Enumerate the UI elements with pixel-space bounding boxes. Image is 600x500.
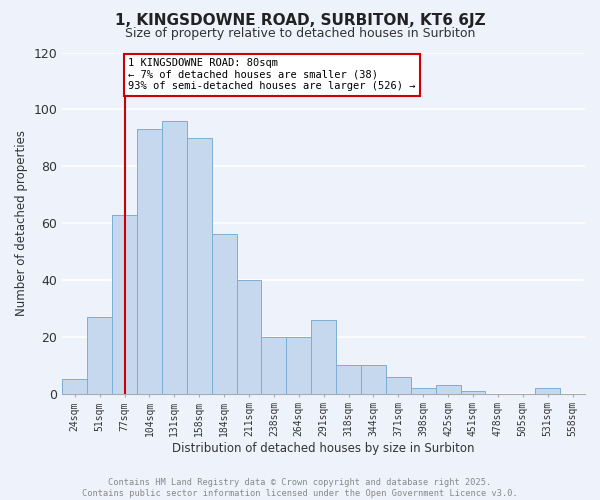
Bar	[162, 120, 187, 394]
Bar	[436, 385, 461, 394]
Bar	[187, 138, 212, 394]
X-axis label: Distribution of detached houses by size in Surbiton: Distribution of detached houses by size …	[172, 442, 475, 455]
Bar	[336, 365, 361, 394]
Bar	[262, 336, 286, 394]
Bar	[137, 129, 162, 394]
Bar	[112, 214, 137, 394]
Bar	[361, 365, 386, 394]
Bar	[62, 380, 87, 394]
Bar	[212, 234, 236, 394]
Text: Size of property relative to detached houses in Surbiton: Size of property relative to detached ho…	[125, 28, 475, 40]
Bar	[461, 390, 485, 394]
Bar	[87, 317, 112, 394]
Bar	[386, 376, 411, 394]
Bar	[311, 320, 336, 394]
Bar	[286, 336, 311, 394]
Bar	[236, 280, 262, 394]
Y-axis label: Number of detached properties: Number of detached properties	[15, 130, 28, 316]
Bar	[411, 388, 436, 394]
Text: Contains HM Land Registry data © Crown copyright and database right 2025.
Contai: Contains HM Land Registry data © Crown c…	[82, 478, 518, 498]
Text: 1, KINGSDOWNE ROAD, SURBITON, KT6 6JZ: 1, KINGSDOWNE ROAD, SURBITON, KT6 6JZ	[115, 12, 485, 28]
Bar	[535, 388, 560, 394]
Text: 1 KINGSDOWNE ROAD: 80sqm
← 7% of detached houses are smaller (38)
93% of semi-de: 1 KINGSDOWNE ROAD: 80sqm ← 7% of detache…	[128, 58, 416, 92]
